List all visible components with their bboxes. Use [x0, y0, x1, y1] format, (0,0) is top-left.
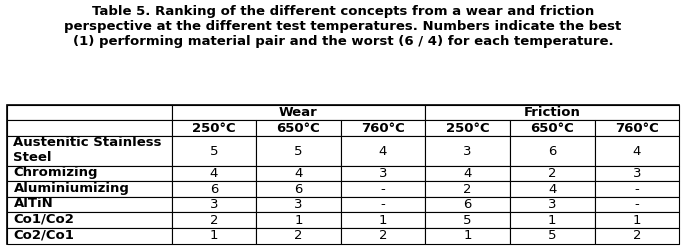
- Text: 6: 6: [210, 183, 218, 196]
- Text: 6: 6: [294, 183, 303, 196]
- Text: -: -: [381, 183, 386, 196]
- Text: 2: 2: [379, 229, 388, 242]
- Text: 650°C: 650°C: [276, 122, 320, 135]
- Text: 5: 5: [210, 144, 218, 157]
- Text: 1: 1: [464, 229, 472, 242]
- Text: -: -: [635, 198, 639, 211]
- Text: 3: 3: [632, 167, 641, 180]
- Text: 250°C: 250°C: [446, 122, 490, 135]
- Text: 2: 2: [548, 167, 556, 180]
- Text: -: -: [635, 183, 639, 196]
- Text: 1: 1: [379, 214, 388, 227]
- Text: 3: 3: [294, 198, 303, 211]
- Text: 5: 5: [294, 144, 303, 157]
- Text: Table 5. Ranking of the different concepts from a wear and friction
perspective : Table 5. Ranking of the different concep…: [64, 5, 622, 48]
- Text: 4: 4: [294, 167, 303, 180]
- Text: 4: 4: [379, 144, 387, 157]
- Text: -: -: [381, 198, 386, 211]
- Text: 6: 6: [464, 198, 472, 211]
- Text: 1: 1: [548, 214, 556, 227]
- Text: 5: 5: [548, 229, 556, 242]
- Text: 3: 3: [210, 198, 218, 211]
- Text: 4: 4: [464, 167, 472, 180]
- Text: 2: 2: [464, 183, 472, 196]
- Text: 6: 6: [548, 144, 556, 157]
- Text: Austenitic Stainless
Steel: Austenitic Stainless Steel: [14, 136, 162, 164]
- Text: Chromizing: Chromizing: [14, 166, 98, 179]
- Text: 1: 1: [294, 214, 303, 227]
- Text: 4: 4: [632, 144, 641, 157]
- Text: Friction: Friction: [524, 106, 580, 119]
- Text: 1: 1: [632, 214, 641, 227]
- Text: 650°C: 650°C: [530, 122, 574, 135]
- Text: 1: 1: [210, 229, 218, 242]
- Text: 760°C: 760°C: [615, 122, 659, 135]
- Text: 4: 4: [210, 167, 218, 180]
- Text: Co2/Co1: Co2/Co1: [14, 229, 74, 242]
- Text: 250°C: 250°C: [192, 122, 236, 135]
- Text: Co1/Co2: Co1/Co2: [14, 213, 74, 226]
- Text: 5: 5: [464, 214, 472, 227]
- Text: 2: 2: [294, 229, 303, 242]
- Text: 2: 2: [632, 229, 641, 242]
- Text: 4: 4: [548, 183, 556, 196]
- Text: 760°C: 760°C: [362, 122, 405, 135]
- Text: AlTiN: AlTiN: [14, 197, 54, 210]
- Text: 3: 3: [379, 167, 388, 180]
- Text: Aluminiumizing: Aluminiumizing: [14, 182, 130, 195]
- Text: Wear: Wear: [279, 106, 318, 119]
- Text: 3: 3: [548, 198, 556, 211]
- Text: 3: 3: [464, 144, 472, 157]
- Text: 2: 2: [210, 214, 218, 227]
